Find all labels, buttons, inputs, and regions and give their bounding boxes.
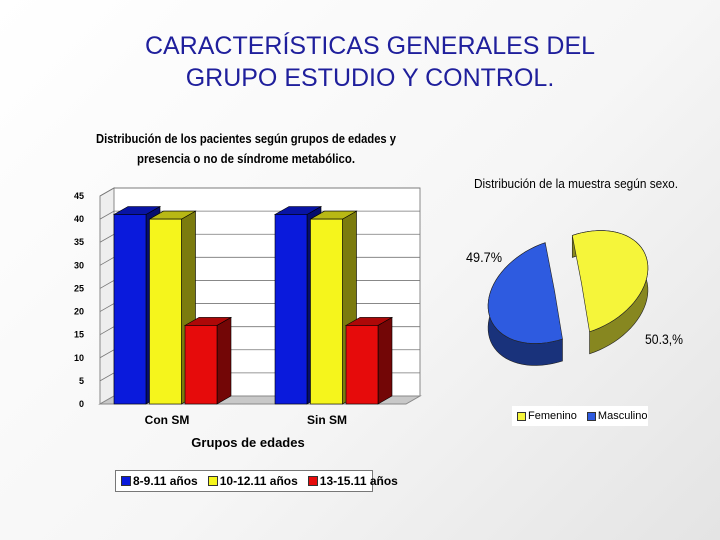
x-category-label: Sin SM [307,413,347,427]
bar-chart-bars [112,205,394,405]
legend-item-13-15: 13-15.11 años [307,474,398,488]
slide-title-line1: CARACTERÍSTICAS GENERALES DEL [144,32,596,60]
pie-chart-title: Distribución de la muestra según sexo. [474,176,678,191]
bar [344,316,394,405]
y-tick-label: 30 [74,260,84,270]
y-tick-label: 25 [74,283,84,293]
y-tick-label: 40 [74,214,84,224]
gridline [99,187,420,197]
bar-chart-categories: Con SM Sin SM [145,413,347,427]
bar-chart-title-line1: Distribución de los pacientes según grup… [96,131,397,146]
slide-title: CARACTERÍSTICAS GENERALES DEL GRUPO ESTU… [60,30,680,94]
legend-label-8-9: 8-9.11 años [133,474,198,488]
legend-label-10-12: 10-12.11 años [219,474,298,488]
legend-swatch-10-12 [207,476,218,486]
legend-item-masculino: Masculino [586,410,648,422]
bar-chart-legend: 8-9.11 años 10-12.11 años 13-15.11 años [115,470,398,492]
legend-swatch-13-15 [307,476,318,486]
bar-front [274,214,308,405]
legend-label-masculino: Masculino [597,410,648,422]
pie-label-femenino: 50.3,% [645,331,683,347]
y-tick-label: 0 [79,399,84,409]
legend-swatch-8-9 [121,476,131,486]
bar-front [113,214,147,405]
y-tick-label: 45 [74,191,84,201]
bar-chart-x-label: Grupos de edades [191,435,304,450]
y-tick-label: 10 [74,353,84,363]
bar-front [184,325,218,405]
legend-item-10-12: 10-12.11 años [207,474,298,488]
pie-slice-face [487,242,563,344]
bar [183,316,233,405]
legend-label-femenino: Femenino [528,410,577,422]
y-tick-label: 35 [74,237,84,247]
legend-label-13-15: 13-15.11 años [319,474,398,488]
y-tick-label: 15 [74,330,84,340]
legend-item-femenino: Femenino [517,410,577,422]
legend-swatch-masculino [586,411,596,421]
y-tick-label: 20 [74,307,84,317]
bar-chart-title-line2: presencia o no de síndrome metabólico. [137,151,355,166]
pie-slice-face [571,230,649,333]
pie-slice [487,242,563,366]
x-category-label: Con SM [145,413,190,427]
bar-chart-y-ticks: 0 5 10 15 20 25 30 35 40 45 [74,191,84,409]
pie-slices [487,230,649,366]
bar-front [310,218,343,405]
pie-slice [571,230,649,355]
bar-front [149,218,182,405]
pie-chart-legend: Femenino Masculino [512,406,648,426]
slide-title-line2: GRUPO ESTUDIO Y CONTROL. [185,64,555,92]
bar-front [345,325,379,405]
pie-label-masculino: 49.7% [466,249,502,265]
legend-item-8-9: 8-9.11 años [121,474,198,488]
legend-swatch-femenino [517,411,526,421]
y-tick-label: 5 [79,376,84,386]
